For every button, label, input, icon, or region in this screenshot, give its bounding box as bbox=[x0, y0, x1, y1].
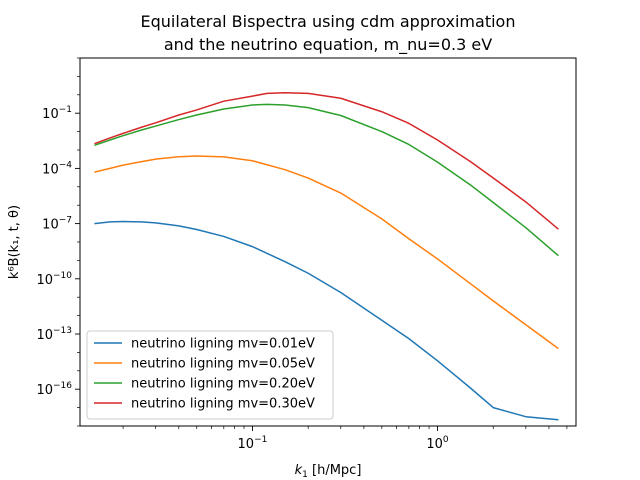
legend-label-4: neutrino ligning mv=0.30eV bbox=[131, 397, 315, 412]
series-line-1 bbox=[94, 220, 559, 421]
y-tick-label-3: 10−10 bbox=[36, 271, 72, 288]
y-tick-label-base-4: 10 bbox=[42, 218, 59, 233]
y-axis-label: k⁶B(k₁, t, θ) bbox=[7, 205, 22, 279]
y-tick-label-exp-1: −16 bbox=[53, 381, 72, 391]
x-tick-label-base-2: 10 bbox=[426, 437, 443, 452]
legend-label-2: neutrino ligning mv=0.05eV bbox=[131, 357, 315, 372]
x-tick-label-base-1: 10 bbox=[238, 437, 255, 452]
chart-title-line-1: Equilateral Bispectra using cdm approxim… bbox=[141, 12, 516, 31]
y-tick-label-base-6: 10 bbox=[42, 107, 59, 122]
series-line-2 bbox=[94, 155, 559, 350]
series-line-3 bbox=[94, 103, 559, 257]
x-tick-label-1: 10−1 bbox=[238, 435, 268, 452]
plot-frame bbox=[79, 57, 577, 427]
y-tick-label-exp-4: −7 bbox=[59, 216, 72, 226]
x-tick-label-exp-2: 0 bbox=[443, 435, 449, 445]
legend-entries: neutrino ligning mv=0.01eV neutrino ligni… bbox=[94, 337, 315, 412]
y-tick-label-base-3: 10 bbox=[36, 273, 53, 288]
chart-title-line-2: and the neutrino equation, m_nu=0.3 eV bbox=[164, 35, 492, 55]
y-tick-label-exp-3: −10 bbox=[53, 271, 72, 281]
legend-frame bbox=[86, 330, 334, 420]
y-tick-label-4: 10−7 bbox=[42, 216, 72, 233]
legend: neutrino ligning mv=0.01eV neutrino ligni… bbox=[86, 330, 334, 420]
y-tick-label-exp-2: −13 bbox=[53, 326, 72, 336]
y-tick-label-1: 10−16 bbox=[36, 381, 72, 398]
y-tick-label-exp-5: −4 bbox=[59, 160, 73, 170]
y-tick-label-exp-6: −1 bbox=[59, 105, 72, 115]
x-axis-label-units: [h/Mpc] bbox=[308, 463, 362, 478]
series-layer bbox=[94, 91, 559, 421]
legend-label-1: neutrino ligning mv=0.01eV bbox=[131, 337, 315, 352]
y-tick-label-base-1: 10 bbox=[36, 383, 53, 398]
y-tick-label-base-2: 10 bbox=[36, 328, 53, 343]
x-axis-label-k: k bbox=[295, 463, 303, 478]
x-axis-label: k1 [h/Mpc] bbox=[295, 463, 362, 480]
y-tick-label-5: 10−4 bbox=[42, 160, 72, 177]
y-tick-label-base-5: 10 bbox=[42, 162, 59, 177]
y-tick-label-6: 10−1 bbox=[42, 105, 72, 122]
x-tick-label-2: 100 bbox=[426, 435, 449, 452]
x-tick-label-exp-1: −1 bbox=[254, 435, 267, 445]
series-line-4 bbox=[94, 91, 559, 230]
y-tick-label-2: 10−13 bbox=[36, 326, 72, 343]
legend-label-3: neutrino ligning mv=0.20eV bbox=[131, 377, 315, 392]
x-axis-label-sub: 1 bbox=[302, 470, 308, 480]
